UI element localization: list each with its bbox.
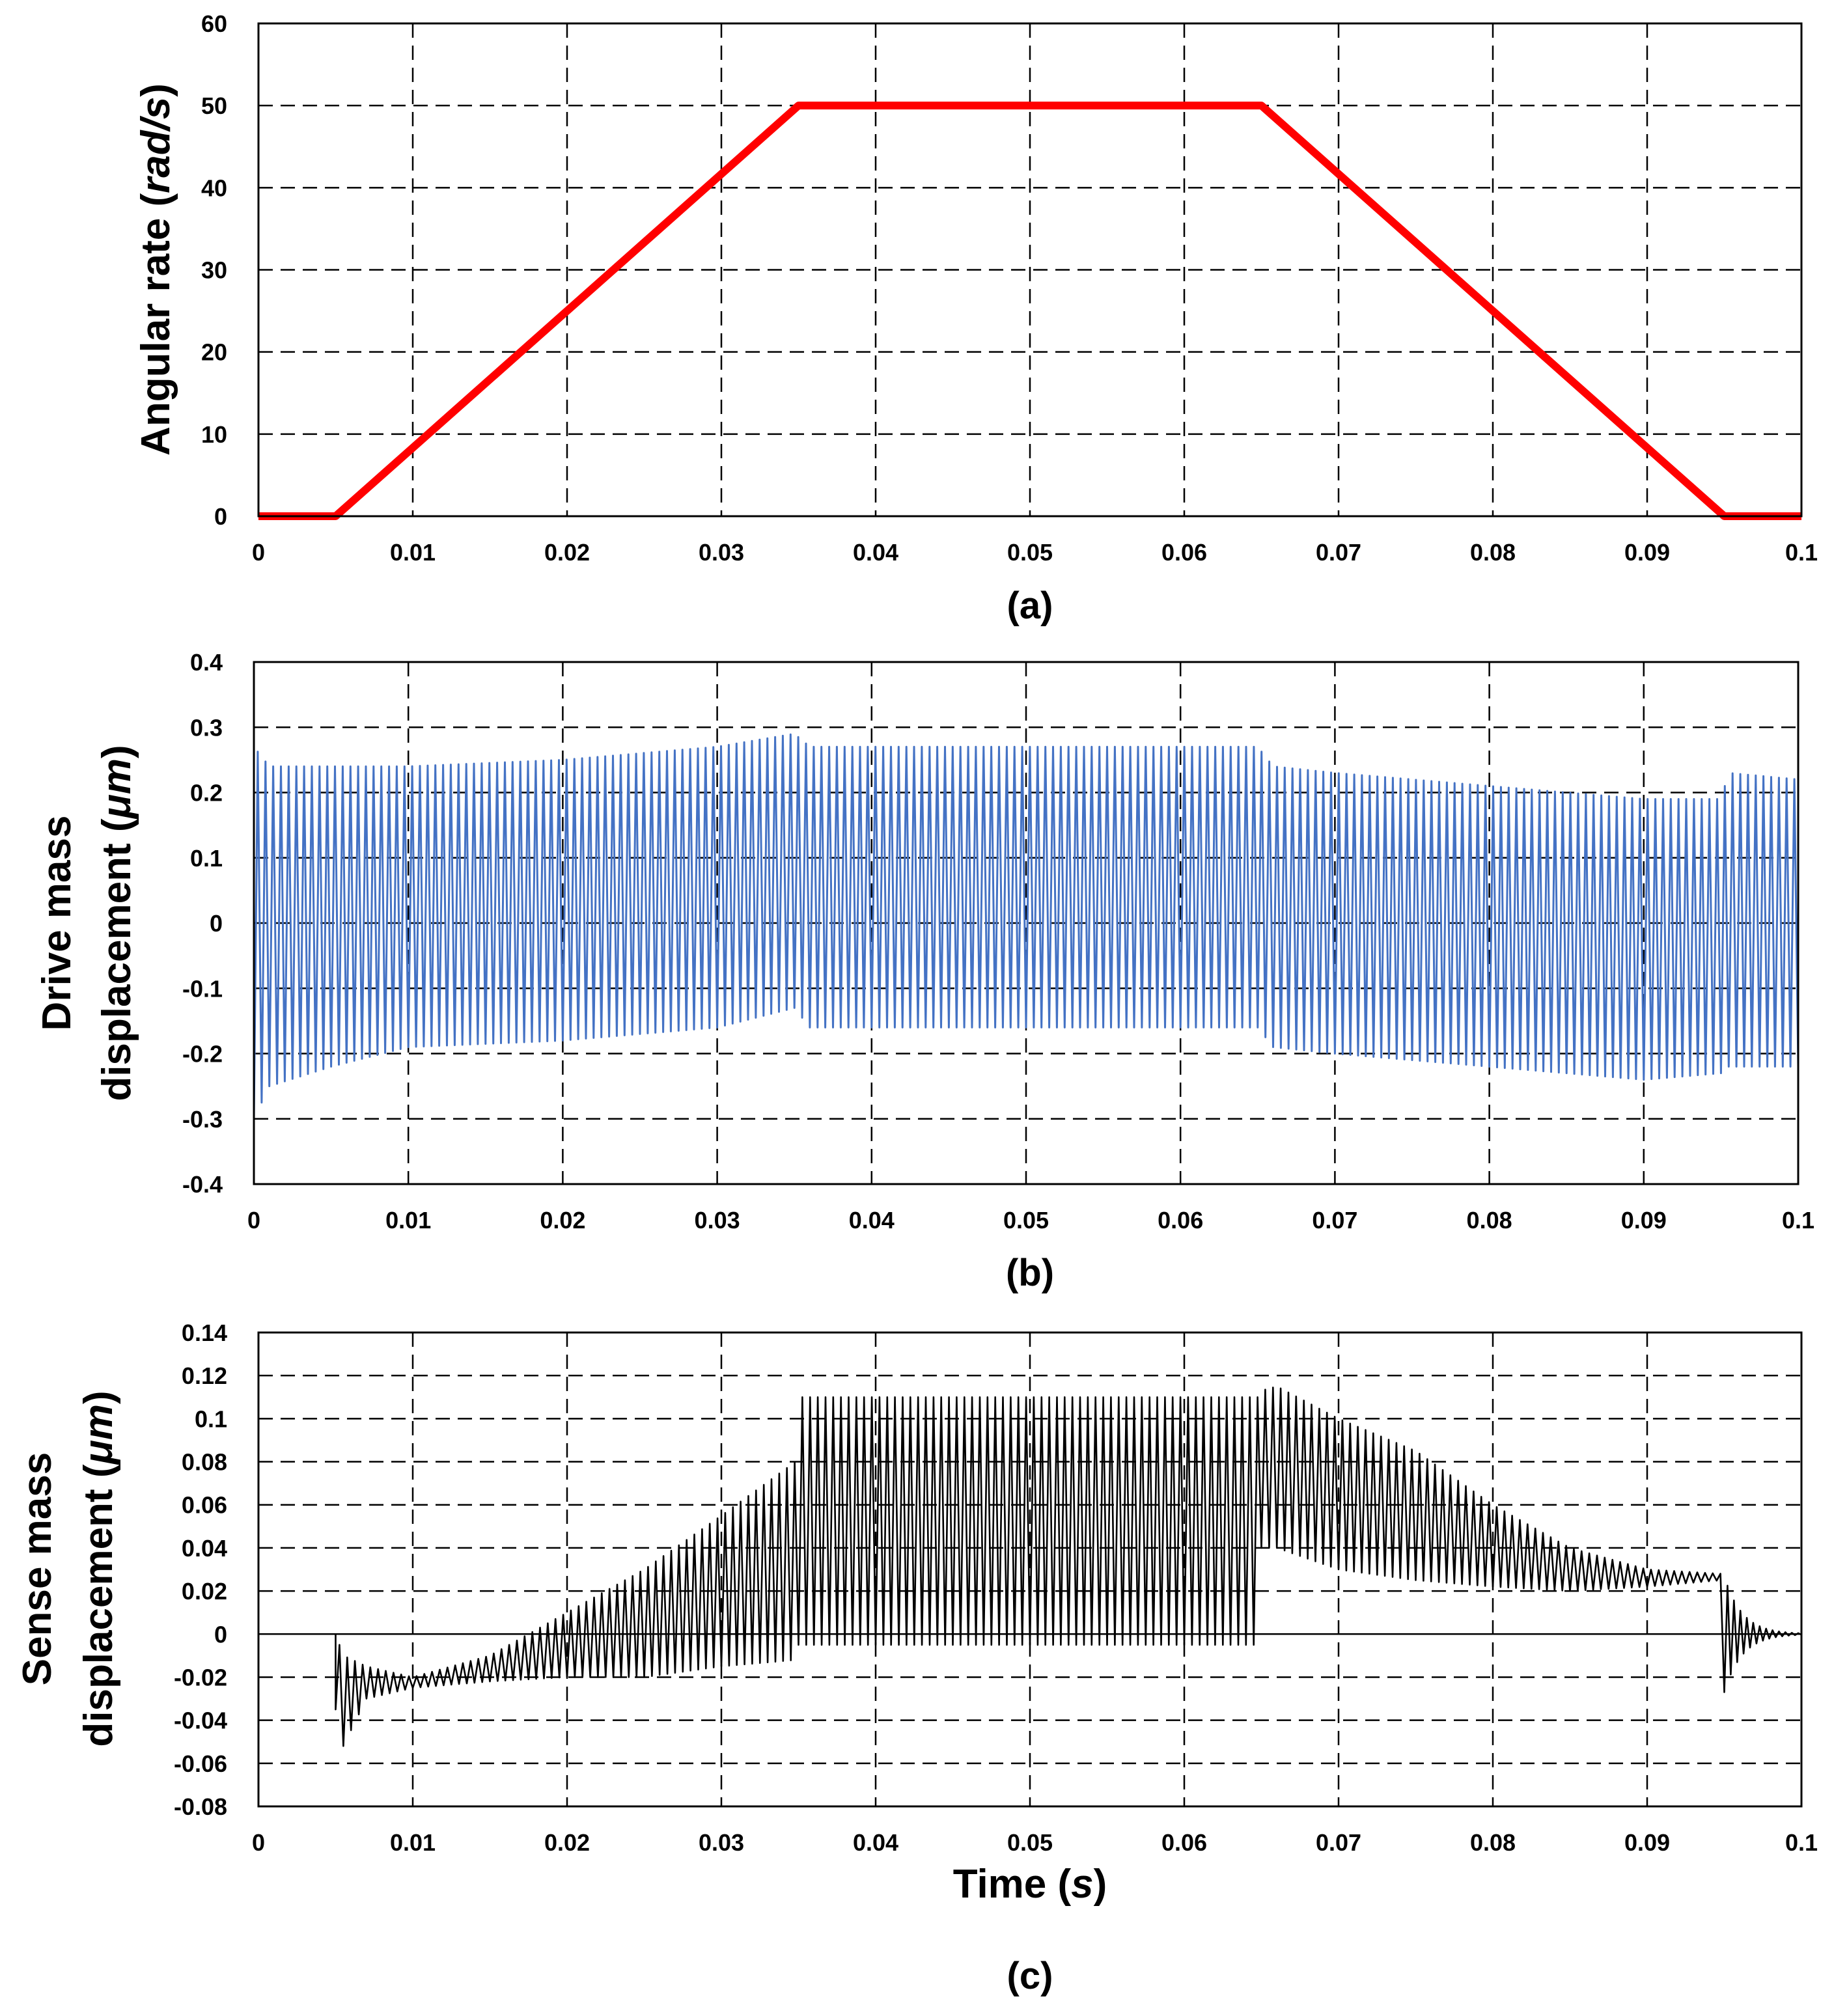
angular-rate-x-tick-label: 0.02 — [544, 539, 590, 566]
drive-mass-y-tick-label: -0.2 — [182, 1041, 223, 1068]
sense-mass-x-tick-label: 0.03 — [699, 1829, 744, 1856]
sense-mass-y-axis-label-line2: displacement (μm) — [76, 1390, 121, 1747]
drive-mass-x-tick-label: 0.08 — [1467, 1207, 1512, 1234]
drive-mass-y-tick-label: 0.1 — [190, 845, 223, 872]
sense-mass-y-tick-label: 0.02 — [182, 1578, 227, 1605]
sense-mass-y-tick-label: -0.08 — [174, 1793, 227, 1820]
panel-label-b: (b) — [1006, 1252, 1054, 1294]
angular-rate-x-ticks: 0 0.01 0.02 0.03 0.04 0.05 0.06 0.07 0.08 0.09 0.1 — [252, 539, 1818, 566]
sense-mass-series — [335, 1387, 1802, 1747]
drive-mass-x-tick-label: 0.1 — [1782, 1207, 1814, 1234]
sense-mass-y-tick-label: -0.04 — [174, 1707, 227, 1734]
angular-rate-y-tick-label: 10 — [201, 421, 227, 448]
angular-rate-plot-frame — [257, 22, 1803, 518]
angular-rate-x-tick-label: 0.08 — [1470, 539, 1516, 566]
drive-mass-x-tick-label: 0.07 — [1312, 1207, 1357, 1234]
sense-mass-signal-line — [335, 1387, 1802, 1747]
drive-mass-y-axis-label-line1: Drive mass — [35, 816, 79, 1031]
drive-mass-series — [253, 733, 1799, 1119]
angular-rate-x-tick-label: 0.09 — [1624, 539, 1670, 566]
drive-mass-y-tick-label: 0.2 — [190, 780, 223, 807]
drive-mass-x-tick-label: 0.02 — [540, 1207, 585, 1234]
angular-rate-y-tick-label: 50 — [201, 92, 227, 119]
drive-mass-y-tick-label: -0.3 — [182, 1106, 223, 1133]
angular-rate-chart: 0 0.01 0.02 0.03 0.04 0.05 0.06 0.07 0.08 0.09 0.1… — [133, 10, 1818, 627]
angular-rate-y-tick-label: 20 — [201, 339, 227, 366]
sense-mass-x-tick-label: 0.06 — [1161, 1829, 1207, 1856]
drive-mass-chart: 0 0.01 0.02 0.03 0.04 0.05 0.06 0.07 0.08 0.09 0.1… — [35, 649, 1814, 1294]
sense-mass-x-tick-label: 0.04 — [853, 1829, 898, 1856]
sense-mass-y-tick-label: 0.08 — [182, 1449, 227, 1476]
time-x-axis-label: Time (s) — [953, 1862, 1107, 1907]
angular-rate-y-ticks: 0 10 20 30 40 50 60 — [201, 10, 227, 530]
angular-rate-x-tick-label: 0 — [252, 539, 265, 566]
drive-mass-x-tick-label: 0.01 — [385, 1207, 431, 1234]
drive-mass-x-tick-label: 0.06 — [1158, 1207, 1203, 1234]
sense-mass-chart: 0 0.01 0.02 0.03 0.04 0.05 0.06 0.07 0.08 0.09 0.1… — [15, 1319, 1818, 1997]
sense-mass-y-tick-label: -0.02 — [174, 1664, 227, 1691]
sense-mass-x-tick-label: 0.09 — [1624, 1829, 1670, 1856]
drive-mass-y-ticks: 0.4 0.3 0.2 0.1 0 -0.1 -0.2 -0.3 -0.4 — [182, 649, 223, 1198]
sense-mass-y-tick-label: 0.04 — [182, 1535, 227, 1562]
angular-rate-x-tick-label: 0.1 — [1785, 539, 1818, 566]
angular-rate-x-tick-label: 0.05 — [1007, 539, 1053, 566]
sense-mass-y-tick-label: 0 — [214, 1621, 227, 1648]
drive-mass-signal-line — [253, 733, 1799, 1119]
sense-mass-y-tick-label: 0.06 — [182, 1492, 227, 1519]
angular-rate-y-tick-label: 60 — [201, 10, 227, 37]
drive-mass-y-tick-label: 0 — [210, 910, 223, 937]
angular-rate-x-tick-label: 0.06 — [1161, 539, 1207, 566]
drive-mass-x-tick-label: 0.04 — [849, 1207, 895, 1234]
panel-label-a: (a) — [1007, 585, 1053, 627]
sense-mass-x-tick-label: 0.07 — [1316, 1829, 1361, 1856]
angular-rate-x-tick-label: 0.03 — [699, 539, 744, 566]
drive-mass-y-axis-label-line2: displacement (μm) — [94, 745, 139, 1101]
sense-mass-y-ticks: 0.14 0.12 0.1 0.08 0.06 0.04 0.02 0 -0.02 -0.04 -0… — [174, 1319, 227, 1820]
drive-mass-y-tick-label: -0.4 — [182, 1171, 223, 1198]
sense-mass-x-tick-label: 0.1 — [1785, 1829, 1818, 1856]
drive-mass-y-tick-label: -0.1 — [182, 975, 223, 1002]
drive-mass-x-tick-label: 0.03 — [695, 1207, 740, 1234]
sense-mass-y-tick-label: 0.14 — [182, 1319, 227, 1346]
drive-mass-x-tick-label: 0.05 — [1003, 1207, 1049, 1234]
drive-mass-x-ticks: 0 0.01 0.02 0.03 0.04 0.05 0.06 0.07 0.08 0.09 0.1 — [247, 1207, 1814, 1234]
angular-rate-x-tick-label: 0.04 — [853, 539, 898, 566]
angular-rate-x-tick-label: 0.07 — [1316, 539, 1361, 566]
drive-mass-y-tick-label: 0.4 — [190, 649, 223, 676]
sense-mass-x-tick-label: 0.05 — [1007, 1829, 1053, 1856]
sense-mass-x-ticks: 0 0.01 0.02 0.03 0.04 0.05 0.06 0.07 0.08 0.09 0.1 — [252, 1829, 1818, 1856]
sense-mass-y-tick-label: 0.12 — [182, 1362, 227, 1389]
panel-label-c: (c) — [1007, 1955, 1053, 1997]
angular-rate-y-tick-label: 30 — [201, 257, 227, 284]
sense-mass-x-tick-label: 0 — [252, 1829, 265, 1856]
sense-mass-y-axis-label-line1: Sense mass — [15, 1452, 60, 1685]
drive-mass-y-tick-label: 0.3 — [190, 714, 223, 741]
sense-mass-x-tick-label: 0.02 — [544, 1829, 590, 1856]
angular-rate-y-axis-label: Angular rate (rad/s) — [133, 83, 178, 456]
angular-rate-y-tick-label: 0 — [214, 503, 227, 530]
sense-mass-y-tick-label: -0.06 — [174, 1750, 227, 1777]
sense-mass-plot-frame — [257, 1331, 1803, 1808]
sense-mass-x-tick-label: 0.01 — [390, 1829, 436, 1856]
drive-mass-x-tick-label: 0.09 — [1621, 1207, 1667, 1234]
drive-mass-plot-frame — [253, 661, 1799, 1185]
angular-rate-x-tick-label: 0.01 — [390, 539, 436, 566]
sense-mass-y-tick-label: 0.1 — [195, 1405, 227, 1432]
sense-mass-x-tick-label: 0.08 — [1470, 1829, 1516, 1856]
drive-mass-x-tick-label: 0 — [247, 1207, 260, 1234]
angular-rate-y-tick-label: 40 — [201, 174, 227, 201]
